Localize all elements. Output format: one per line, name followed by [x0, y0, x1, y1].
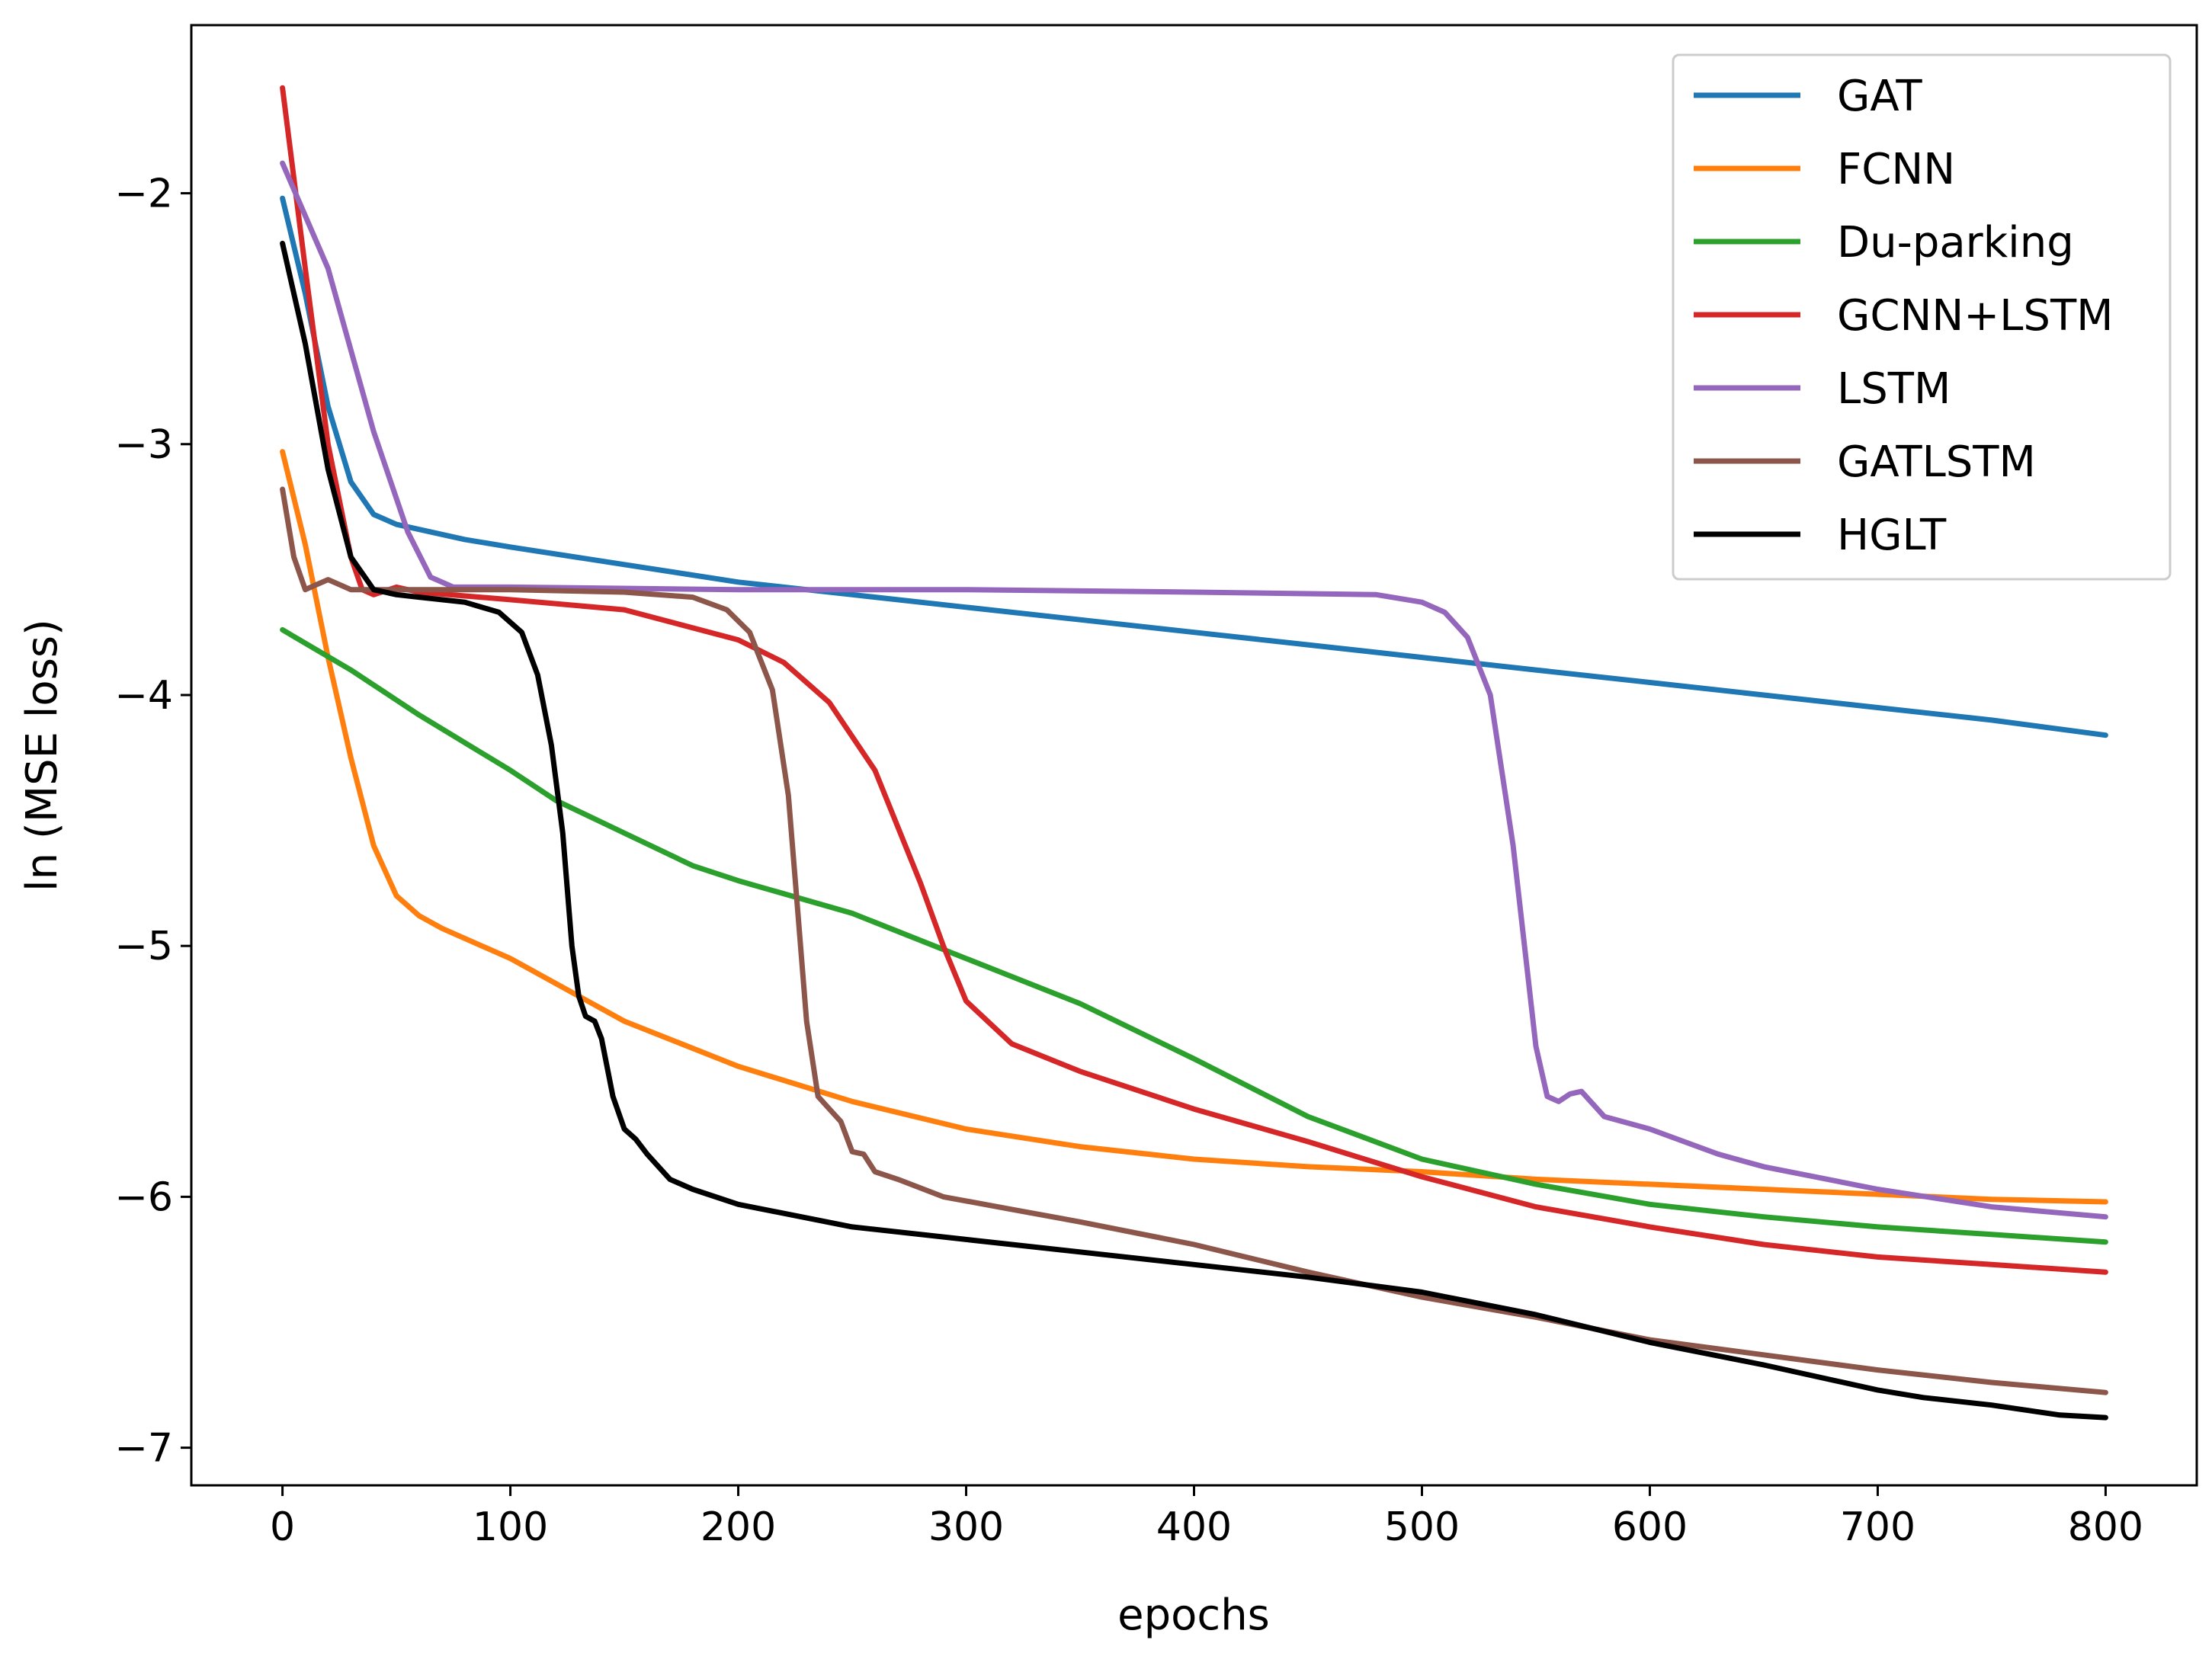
y-tick-label: −4: [114, 673, 173, 719]
series-line-fcnn: [280, 449, 2108, 1205]
legend-label: LSTM: [1837, 364, 1951, 414]
x-axis-title: epochs: [1117, 1591, 1270, 1640]
legend-items: GAT FCNN Du-parking GCNN+LSTM LSTM GATLSTM HGL…: [1694, 72, 2113, 560]
y-tick-label: −6: [114, 1174, 173, 1220]
x-tick-label: 500: [1384, 1504, 1460, 1550]
legend-label: FCNN: [1837, 145, 1955, 194]
x-tick-label: 600: [1612, 1504, 1688, 1550]
series-line-lstm: [280, 160, 2108, 1220]
y-axis-title: ln (MSE loss): [18, 619, 67, 892]
x-tick-label: 100: [473, 1504, 548, 1550]
x-tick-label: 700: [1840, 1504, 1915, 1550]
legend-label: GATLSTM: [1837, 437, 2036, 487]
legend-label: Du-parking: [1837, 218, 2074, 267]
x-tick-label: 200: [700, 1504, 776, 1550]
x-axis: 0 100 200 300 400 500 600 700 800: [270, 1485, 2143, 1550]
series-line-gatlstm: [280, 486, 2108, 1395]
x-tick-label: 300: [928, 1504, 1004, 1550]
x-tick-label: 0: [270, 1504, 295, 1550]
legend-frame: [1672, 53, 2172, 581]
y-axis: −7 −6 −5 −4 −3 −2: [114, 171, 191, 1472]
series-line-du-parking: [280, 626, 2108, 1245]
series-line-hglt: [280, 240, 2108, 1421]
x-tick-label: 800: [2068, 1504, 2143, 1550]
y-tick-label: −2: [114, 171, 173, 217]
x-tick-label: 400: [1156, 1504, 1232, 1550]
legend-label: GAT: [1837, 72, 1922, 121]
legend-label: GCNN+LSTM: [1837, 291, 2113, 341]
series-line-gat: [280, 195, 2108, 738]
y-tick-label: −5: [114, 924, 173, 969]
legend-label: HGLT: [1837, 511, 1947, 560]
y-tick-label: −7: [114, 1426, 173, 1472]
y-tick-label: −3: [114, 422, 173, 468]
series-layer: [280, 85, 2108, 1421]
legend: GAT FCNN Du-parking GCNN+LSTM LSTM GATLSTM HGL…: [1672, 53, 2172, 581]
